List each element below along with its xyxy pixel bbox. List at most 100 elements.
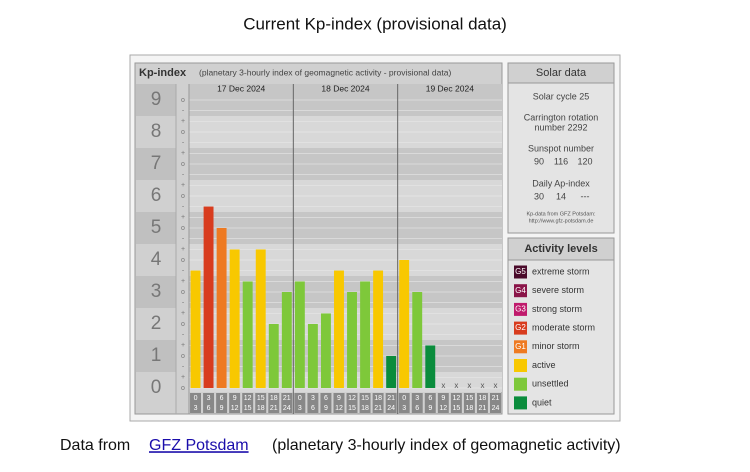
legend-label: moderate storm [532, 322, 595, 332]
third-sign: o [181, 289, 185, 296]
bar [425, 345, 436, 388]
y-tick-label: 5 [151, 217, 162, 238]
hour-box [320, 393, 332, 413]
ap-value: --- [581, 191, 590, 201]
bar [386, 356, 397, 388]
activity-title: Activity levels [524, 243, 597, 255]
hour-box [255, 393, 267, 413]
day-label: 17 Dec 2024 [217, 83, 265, 93]
hour-box [372, 393, 384, 413]
missing-marker: x [480, 381, 484, 390]
bar [412, 292, 423, 388]
third-sign: o [181, 161, 185, 168]
hour-box [463, 393, 475, 413]
hour-box [450, 393, 462, 413]
x-tick-label: 3 [207, 395, 211, 402]
hour-box [190, 393, 201, 413]
legend-swatch [514, 396, 527, 410]
third-sign: o [181, 97, 185, 104]
carrington: Carrington rotation [524, 112, 599, 122]
chart-subtitle: (planetary 3-hourly index of geomagnetic… [199, 67, 451, 77]
x-tick-label: 6 [415, 405, 419, 412]
x-tick-label: 9 [428, 405, 432, 412]
x-tick-label: 6 [207, 405, 211, 412]
y-label-band [136, 180, 176, 212]
legend-code: G2 [515, 323, 526, 332]
y-label-band [136, 116, 176, 148]
x-tick-label: 24 [387, 405, 395, 412]
y-label-band [136, 372, 176, 392]
third-sign: - [182, 236, 185, 243]
y-tick-label: 2 [151, 313, 162, 334]
bar [229, 249, 240, 388]
third-sign: + [181, 118, 185, 125]
x-tick-label: 6 [311, 405, 315, 412]
ap-value: 30 [534, 191, 544, 201]
hour-box [424, 393, 436, 413]
source: Kp-data from GFZ Potsdam: [526, 211, 596, 217]
solar-title: Solar data [536, 67, 587, 79]
x-tick-label: 24 [492, 405, 500, 412]
bar [307, 324, 318, 388]
legend-swatch [514, 284, 527, 298]
x-tick-label: 12 [335, 405, 343, 412]
solar-cycle: Solar cycle 25 [533, 91, 590, 101]
ap-label: Daily Ap-index [532, 178, 590, 188]
third-sign: + [181, 182, 185, 189]
x-tick-label: 0 [194, 395, 198, 402]
bar [216, 228, 227, 388]
y-label-band [136, 308, 176, 340]
source: http://www.gfz-potsdam.de [529, 218, 594, 224]
y-label-band [136, 212, 176, 244]
third-sign: - [182, 332, 185, 339]
bar [242, 281, 253, 388]
hour-box [490, 393, 501, 413]
x-tick-label: 3 [298, 405, 302, 412]
legend-swatch [514, 302, 527, 316]
third-sign: + [181, 246, 185, 253]
third-sign: + [181, 150, 185, 157]
y-label-band [136, 340, 176, 372]
footer-link[interactable]: GFZ Potsdam [149, 437, 249, 454]
x-tick-label: 9 [441, 395, 445, 402]
legend-label: extreme storm [532, 266, 590, 276]
hour-box [294, 393, 306, 413]
hour-box [333, 393, 345, 413]
hour-box [203, 393, 215, 413]
y-label-band [136, 244, 176, 276]
third-sign: - [182, 108, 185, 115]
x-tick-label: 21 [492, 395, 500, 402]
sunspot-value: 116 [554, 156, 568, 166]
bar [373, 270, 384, 388]
x-tick-label: 9 [233, 395, 237, 402]
x-tick-label: 15 [452, 405, 460, 412]
x-tick-label: 9 [220, 405, 224, 412]
x-tick-label: 18 [374, 395, 382, 402]
x-tick-label: 6 [220, 395, 224, 402]
third-sign: o [181, 225, 185, 232]
x-tick-label: 21 [387, 395, 395, 402]
grid-band [189, 372, 502, 392]
bar [334, 270, 344, 388]
sunspot-value: 120 [577, 156, 592, 166]
x-tick-label: 21 [283, 395, 291, 402]
x-tick-label: 3 [415, 395, 419, 402]
hour-box [385, 393, 397, 413]
y-tick-label: 6 [151, 185, 162, 206]
legend-swatch [514, 265, 527, 279]
x-tick-label: 3 [402, 405, 406, 412]
x-tick-label: 12 [231, 405, 239, 412]
x-tick-label: 12 [439, 405, 447, 412]
y-label-band [136, 84, 176, 116]
x-tick-label: 6 [428, 395, 432, 402]
hour-box [359, 393, 371, 413]
legend-code: G3 [515, 305, 526, 314]
legend-code: G5 [515, 267, 526, 276]
ap-value: 14 [556, 191, 566, 201]
legend-label: minor storm [532, 341, 580, 351]
third-sign: o [181, 385, 185, 392]
hour-box [398, 393, 410, 413]
x-tick-label: 6 [324, 395, 328, 402]
missing-marker: x [467, 381, 471, 390]
